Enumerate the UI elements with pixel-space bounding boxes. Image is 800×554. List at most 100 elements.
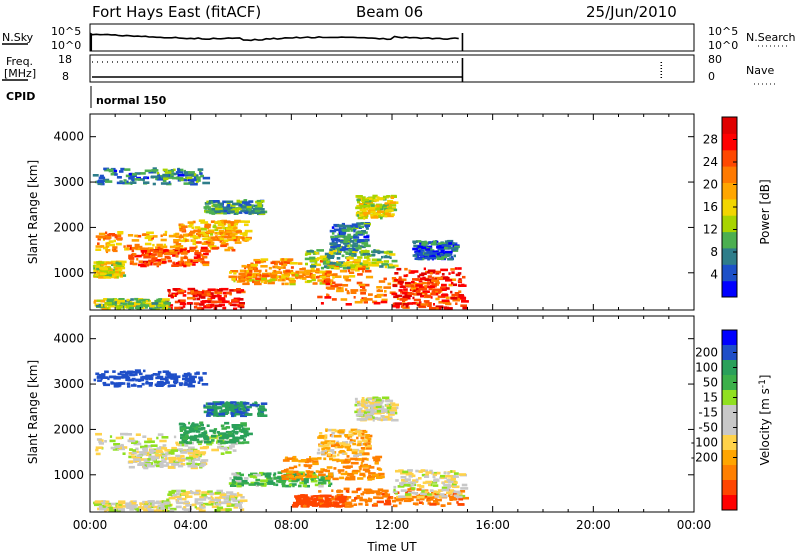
- range-time-cell: [361, 283, 370, 287]
- range-time-cell: [311, 269, 320, 273]
- range-time-cell: [442, 481, 445, 485]
- range-time-cell: [220, 233, 225, 237]
- range-time-cell: [208, 201, 211, 205]
- range-time-cell: [361, 399, 365, 402]
- range-time-cell: [360, 213, 364, 217]
- range-time-cell: [345, 470, 348, 474]
- range-time-cell: [126, 180, 129, 184]
- range-time-cell: [235, 401, 240, 405]
- y-tick-label: 3000: [53, 377, 84, 391]
- range-time-cell: [128, 254, 134, 258]
- range-time-cell: [415, 302, 422, 305]
- range-time-cell: [216, 289, 223, 292]
- range-time-cell: [357, 477, 364, 480]
- range-time-cell: [387, 199, 394, 203]
- range-time-cell: [363, 442, 366, 446]
- range-time-cell: [230, 503, 237, 507]
- range-time-cell: [202, 181, 210, 185]
- range-time-cell: [147, 437, 153, 441]
- range-time-cell: [334, 445, 337, 449]
- range-time-cell: [386, 497, 391, 501]
- range-time-cell: [273, 269, 277, 273]
- range-time-cell: [164, 504, 172, 507]
- range-time-cell: [218, 412, 226, 416]
- range-time-cell: [252, 473, 261, 477]
- range-time-cell: [341, 246, 347, 249]
- range-time-cell: [163, 301, 171, 305]
- range-time-cell: [172, 375, 181, 378]
- range-time-cell: [462, 496, 469, 500]
- range-time-cell: [316, 268, 320, 271]
- range-time-cell: [295, 458, 298, 461]
- range-time-cell: [391, 264, 399, 268]
- range-time-cell: [441, 488, 450, 492]
- range-time-cell: [319, 494, 328, 498]
- range-time-cell: [420, 303, 429, 306]
- range-time-cell: [435, 490, 441, 494]
- range-time-cell: [181, 439, 188, 442]
- range-time-cell: [365, 398, 370, 402]
- range-time-cell: [147, 507, 152, 511]
- range-time-cell: [416, 498, 420, 502]
- range-time-cell: [248, 483, 257, 486]
- colorbar-swatch: [722, 345, 737, 361]
- range-time-cell: [215, 226, 222, 230]
- range-time-cell: [435, 270, 441, 274]
- range-time-cell: [153, 262, 159, 266]
- range-time-cell: [436, 471, 441, 475]
- range-time-cell: [179, 429, 184, 432]
- range-time-cell: [109, 506, 113, 510]
- range-time-cell: [426, 246, 430, 250]
- range-time-cell: [207, 288, 216, 291]
- range-time-cell: [367, 397, 373, 401]
- range-time-cell: [199, 172, 203, 175]
- range-time-cell: [250, 263, 258, 267]
- range-time-cell: [244, 424, 247, 427]
- range-time-cell: [220, 441, 226, 445]
- range-time-cell: [337, 224, 341, 228]
- range-time-cell: [153, 460, 160, 464]
- range-time-cell: [302, 277, 307, 280]
- range-time-cell: [256, 199, 261, 203]
- range-time-cell: [449, 489, 455, 492]
- range-time-cell: [216, 506, 224, 510]
- range-time-cell: [223, 498, 230, 501]
- range-time-cell: [384, 212, 391, 216]
- range-time-cell: [350, 268, 355, 271]
- range-time-cell: [301, 480, 309, 484]
- range-time-cell: [415, 492, 419, 495]
- range-time-cell: [427, 304, 432, 307]
- range-time-cell: [156, 449, 162, 453]
- range-time-cell: [182, 437, 188, 440]
- range-time-cell: [338, 471, 341, 474]
- range-time-cell: [321, 257, 328, 261]
- range-time-cell: [157, 304, 165, 307]
- range-time-cell: [180, 252, 188, 255]
- range-time-cell: [247, 266, 250, 269]
- range-time-cell: [144, 304, 150, 307]
- range-time-cell: [260, 265, 268, 268]
- range-time-cell: [244, 223, 249, 227]
- velocity-y-axis-label: Slant Range [km]: [26, 360, 40, 464]
- range-time-cell: [100, 245, 105, 248]
- range-time-cell: [176, 177, 184, 180]
- range-time-cell: [172, 254, 176, 257]
- range-time-cell: [126, 382, 131, 386]
- range-time-cell: [134, 369, 141, 372]
- range-time-cell: [115, 261, 119, 265]
- range-time-cell: [421, 492, 427, 496]
- range-time-cell: [156, 382, 160, 385]
- range-time-cell: [238, 506, 243, 509]
- nsearch-tick-bottom: 10^0: [708, 39, 738, 52]
- station-title: Fort Hays East (fitACF): [92, 3, 261, 21]
- range-time-cell: [421, 272, 427, 275]
- range-time-cell: [358, 432, 362, 435]
- range-time-cell: [182, 424, 187, 427]
- range-time-cell: [200, 174, 204, 178]
- range-time-cell: [374, 258, 382, 262]
- range-time-cell: [449, 278, 457, 281]
- range-time-cell: [156, 448, 159, 451]
- range-time-cell: [232, 449, 237, 452]
- range-time-cell: [175, 255, 179, 258]
- range-time-cell: [195, 241, 202, 244]
